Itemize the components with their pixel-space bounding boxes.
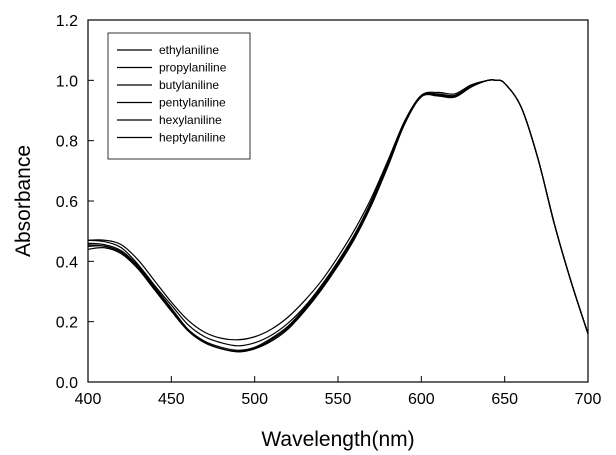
y-tick-label: 1.2 [56, 13, 78, 30]
y-tick-label: 0.0 [56, 375, 78, 392]
legend-label: ethylaniline [159, 43, 219, 57]
x-axis-label: Wavelength(nm) [261, 428, 414, 451]
legend-label: heptylaniline [159, 131, 226, 145]
legend-label: propylaniline [159, 61, 227, 75]
y-tick-label: 1.0 [56, 73, 78, 90]
x-tick-label: 550 [325, 391, 352, 408]
y-axis-label: Absorbance [12, 145, 35, 257]
y-tick-label: 0.8 [56, 134, 78, 151]
y-tick-label: 0.4 [56, 254, 78, 271]
legend: ethylaniline propylaniline butylaniline pen… [107, 32, 251, 160]
y-tick-label: 0.6 [56, 194, 78, 211]
x-tick-label: 400 [75, 391, 102, 408]
y-tick-label: 0.2 [56, 315, 78, 332]
x-tick-label: 500 [241, 391, 268, 408]
x-tick-label: 700 [575, 391, 602, 408]
legend-items: ethylaniline propylaniline butylaniline pen… [117, 43, 227, 145]
series-line-heptylaniline [87, 79, 589, 341]
x-tick-label: 600 [408, 391, 435, 408]
series-layer [87, 79, 589, 353]
legend-label: pentylaniline [159, 96, 226, 110]
legend-label: hexylaniline [159, 113, 222, 127]
legend-label: butylaniline [159, 78, 219, 92]
ticks-layer: 400 450 500 550 600 650 700 0.0 0.2 0.4 0.6 0.8 1.0 1… [56, 13, 602, 408]
x-tick-label: 650 [491, 391, 518, 408]
x-tick-label: 450 [158, 391, 185, 408]
